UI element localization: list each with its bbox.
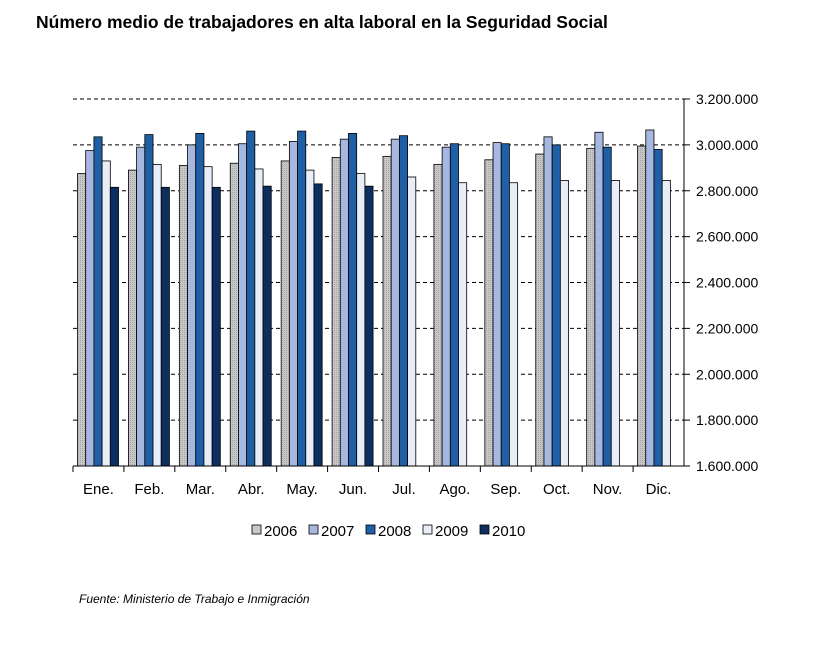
bar-2007-9 <box>543 136 553 467</box>
bar-2009-11 <box>661 180 671 467</box>
y-tick-label: 3.000.000 <box>696 137 758 153</box>
y-tick-label: 2.400.000 <box>696 275 758 291</box>
bar-texture <box>77 173 86 466</box>
legend-swatch-2010 <box>479 524 490 535</box>
legend-label-2007: 2007 <box>321 523 354 540</box>
bar-2008-11 <box>653 149 663 467</box>
bar-2009-8 <box>509 182 519 467</box>
legend-swatch-2007 <box>308 524 319 535</box>
bar-2009-1 <box>152 163 162 467</box>
bar-2007-7 <box>441 146 451 467</box>
bar-texture <box>535 154 544 467</box>
chart-title: Número medio de trabajadores en alta lab… <box>36 12 608 32</box>
source-note: Fuente: Ministerio de Trabajo e Inmigrac… <box>79 592 310 606</box>
bar-2009-6 <box>407 176 417 467</box>
bar-2007-10 <box>594 131 604 467</box>
bar-2007-4 <box>288 141 298 467</box>
bar-2007-8 <box>492 142 502 467</box>
bar-texture <box>230 163 239 466</box>
bar-texture <box>484 159 494 467</box>
bar-texture <box>637 146 646 466</box>
bar-2007-6 <box>390 138 400 467</box>
bar-2009-4 <box>305 169 315 467</box>
bar-2007-5 <box>339 138 349 467</box>
bar-2007-1 <box>136 146 146 467</box>
bar-2009-9 <box>559 180 569 467</box>
x-tick-label: Ene. <box>83 481 114 498</box>
bar-texture <box>433 164 443 466</box>
bar-texture <box>179 165 188 467</box>
bar-2008-7 <box>449 143 459 467</box>
bar-2008-3 <box>246 130 256 467</box>
axes: 1.600.000 1.800.000 2.000.000 2.200.000 2.40… <box>72 91 758 498</box>
bar-2009-10 <box>610 180 620 467</box>
legend-label-2010: 2010 <box>492 523 525 540</box>
bar-2009-0 <box>101 160 111 467</box>
x-tick-label: Sep. <box>490 481 521 498</box>
bar-2008-1 <box>144 134 154 467</box>
x-tick-label: May. <box>286 481 317 498</box>
legend-swatch-2008 <box>365 524 376 535</box>
bar-2007-3 <box>238 143 248 467</box>
bar-2009-2 <box>203 166 213 467</box>
x-tick-label: Abr. <box>238 481 265 498</box>
x-tick-label: Oct. <box>543 481 571 498</box>
bar-2009-5 <box>356 173 366 467</box>
bar-2010-5 <box>364 185 374 467</box>
bar-2008-8 <box>500 143 510 467</box>
x-tick-label: Nov. <box>593 481 623 498</box>
bar-2009-3 <box>254 168 264 467</box>
bar-2009-7 <box>458 182 468 467</box>
bar-2010-3 <box>262 185 272 467</box>
x-tick-label: Ago. <box>439 481 470 498</box>
x-tick-label: Dic. <box>646 481 672 498</box>
bar-texture <box>383 156 392 466</box>
y-tick-label: 2.800.000 <box>696 183 758 199</box>
legend-label-2006: 2006 <box>264 523 297 540</box>
bar-texture <box>128 170 137 466</box>
bar-2008-9 <box>551 144 561 467</box>
gridlines <box>73 98 684 421</box>
legend: 2006 2007 2008 2009 2010 <box>251 523 525 540</box>
x-tick-label: Feb. <box>134 481 164 498</box>
x-tick-label: Mar. <box>186 481 215 498</box>
bar-2010-4 <box>313 183 323 467</box>
y-tick-label: 1.800.000 <box>696 412 758 428</box>
y-tick-label: 2.000.000 <box>696 366 758 382</box>
legend-label-2009: 2009 <box>435 523 468 540</box>
bar-2007-2 <box>187 144 197 467</box>
y-tick-label: 2.200.000 <box>696 320 758 336</box>
bar-2008-2 <box>195 133 205 467</box>
x-tick-label: Jul. <box>392 481 415 498</box>
bar-2010-0 <box>109 186 119 467</box>
bar-2007-0 <box>85 150 95 467</box>
bar-2007-11 <box>645 129 655 467</box>
bar-texture <box>281 160 290 466</box>
y-tick-label: 1.600.000 <box>696 458 758 474</box>
bar-texture <box>586 148 595 467</box>
bar-2008-5 <box>348 133 358 467</box>
legend-label-2008: 2008 <box>378 523 411 540</box>
legend-swatch-2009 <box>422 524 433 535</box>
bars <box>77 129 671 467</box>
legend-swatch-2006 <box>251 524 262 535</box>
bar-2008-10 <box>602 146 612 467</box>
x-tick-label: Jun. <box>339 481 367 498</box>
y-tick-label: 3.200.000 <box>696 91 758 107</box>
bar-texture <box>332 157 341 466</box>
bar-2008-4 <box>297 130 307 467</box>
bar-2010-1 <box>160 186 170 467</box>
bar-2010-2 <box>211 186 221 467</box>
y-tick-label: 2.600.000 <box>696 229 758 245</box>
bar-2008-0 <box>93 136 103 467</box>
bar-2008-6 <box>398 135 408 467</box>
